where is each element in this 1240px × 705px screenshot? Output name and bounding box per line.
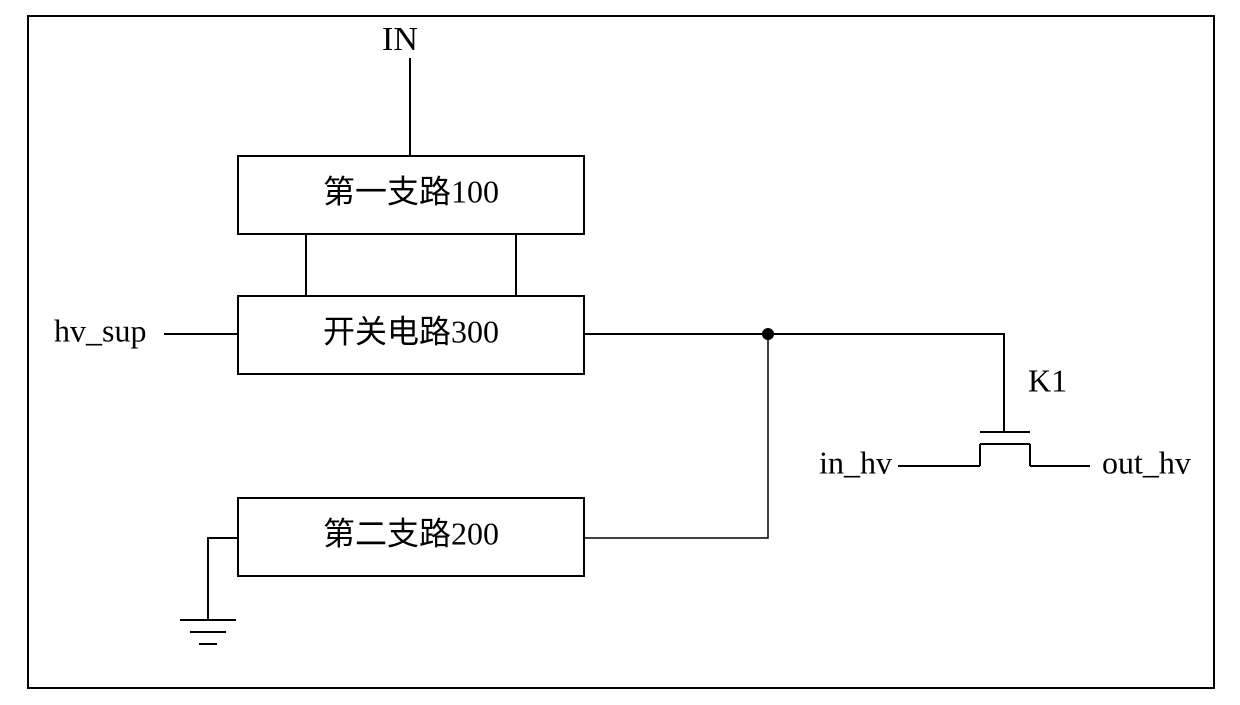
label-k1: K1 bbox=[1028, 362, 1067, 398]
wire-second-to-node bbox=[584, 334, 768, 538]
wire-second-to-ground bbox=[208, 538, 238, 620]
label-in-hv: in_hv bbox=[819, 444, 892, 480]
outer-frame bbox=[28, 16, 1214, 688]
label-in: IN bbox=[382, 21, 418, 58]
transistor-k1 bbox=[980, 414, 1030, 466]
block-first-branch-label: 第一支路100 bbox=[323, 173, 499, 209]
block-second-branch: 第二支路200 bbox=[238, 498, 584, 576]
block-switch-circuit-label: 开关电路300 bbox=[323, 313, 499, 349]
block-first-branch: 第一支路100 bbox=[238, 156, 584, 234]
label-out-hv: out_hv bbox=[1102, 444, 1191, 480]
block-switch-circuit: 开关电路300 bbox=[238, 296, 584, 374]
block-second-branch-label: 第二支路200 bbox=[323, 515, 499, 551]
wire-node-to-k1-gate bbox=[768, 334, 1004, 414]
label-hv-sup: hv_sup bbox=[54, 312, 146, 348]
ground-symbol bbox=[180, 620, 236, 644]
